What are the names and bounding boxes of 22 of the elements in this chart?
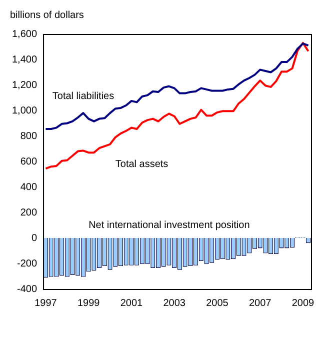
y-tick-label: 0 bbox=[31, 232, 38, 244]
y-tick-label: -400 bbox=[17, 284, 38, 295]
y-tick-label: 400 bbox=[20, 182, 38, 193]
x-tick-label: 2005 bbox=[206, 298, 229, 309]
series-label: Net international investment position bbox=[88, 220, 250, 231]
x-tick-label: 2003 bbox=[163, 298, 186, 309]
x-tick-label: 1999 bbox=[77, 298, 100, 309]
y-tick-label: 1,600 bbox=[12, 28, 38, 40]
y-tick-label: 1,200 bbox=[12, 80, 38, 91]
x-tick-label: 2001 bbox=[120, 298, 144, 309]
y-axis-title: billions of dollars bbox=[10, 10, 84, 21]
x-tick-label: 2009 bbox=[292, 298, 315, 309]
x-tick-label: 2007 bbox=[248, 298, 272, 309]
y-tick-label: -200 bbox=[17, 258, 38, 270]
y-tick-label: 1,400 bbox=[12, 54, 38, 66]
series-label: Total assets bbox=[115, 158, 168, 170]
x-tick-label: 1997 bbox=[34, 298, 58, 309]
y-tick-label: 1,000 bbox=[12, 105, 38, 116]
series-label: Total liabilities bbox=[52, 91, 114, 102]
y-tick-label: 600 bbox=[20, 156, 38, 168]
y-tick-label: 200 bbox=[20, 207, 38, 218]
y-tick-label: 800 bbox=[20, 130, 38, 142]
